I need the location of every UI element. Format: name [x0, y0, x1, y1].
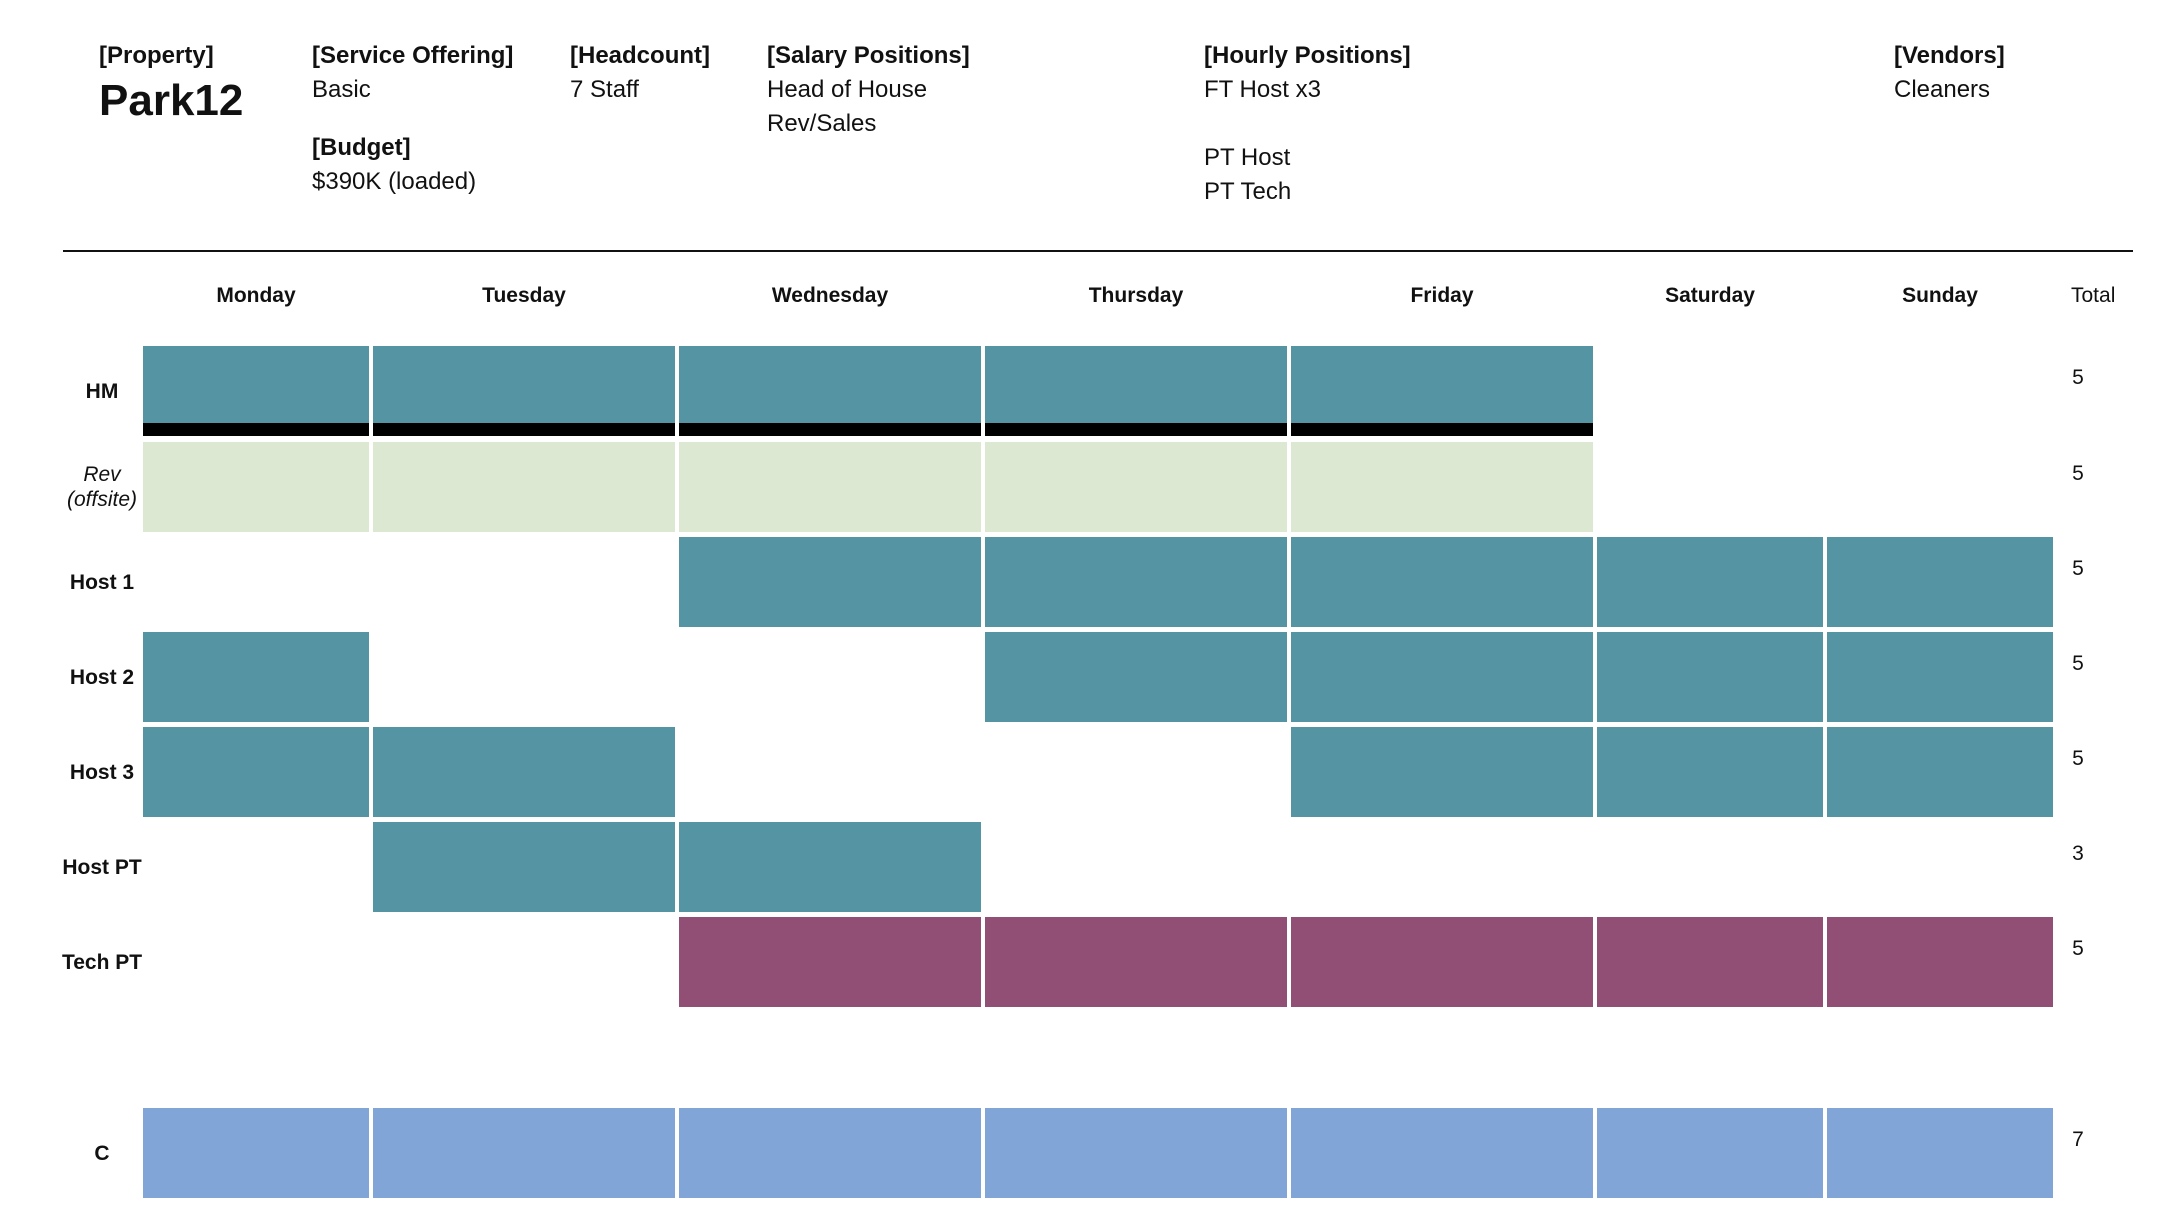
- shift-bar: [985, 423, 1287, 436]
- property-label: [Property]: [99, 42, 214, 69]
- shift-cell: [1291, 442, 1593, 532]
- hourly-positions-label: [Hourly Positions]: [1204, 42, 1411, 69]
- row-total: 5: [2072, 937, 2084, 960]
- shift-cell: [373, 1108, 675, 1198]
- shift-bar: [679, 423, 981, 436]
- row-label-text: Host PT: [62, 855, 142, 879]
- shift-cell: [143, 632, 369, 722]
- row-label-text: Host 2: [69, 665, 135, 689]
- shift-cell: [1827, 537, 2053, 627]
- shift-bar: [1291, 423, 1593, 436]
- row-label-text: Tech PT: [61, 950, 143, 974]
- shift-cell: [985, 917, 1287, 1007]
- shift-cell: [679, 1108, 981, 1198]
- budget-label: [Budget]: [312, 134, 411, 161]
- row-total: 5: [2072, 366, 2084, 389]
- row-total: 5: [2072, 462, 2084, 485]
- row-label: Host PT: [40, 822, 164, 912]
- day-header-tuesday: Tuesday: [482, 284, 566, 307]
- total-header: Total: [2071, 284, 2116, 307]
- shift-cell: [1291, 1108, 1593, 1198]
- vendor-item: Cleaners: [1894, 76, 1991, 103]
- shift-cell: [143, 442, 369, 532]
- shift-cell: [1597, 632, 1823, 722]
- shift-cell: [373, 442, 675, 532]
- shift-cell: [1827, 1108, 2053, 1198]
- shift-cell: [679, 346, 981, 436]
- row-label: Rev (offsite): [40, 442, 164, 532]
- shift-cell: [985, 537, 1287, 627]
- row-total: 3: [2072, 842, 2084, 865]
- row-label: Tech PT: [40, 917, 164, 1007]
- row-label: Host 2: [40, 632, 164, 722]
- row-total: 5: [2072, 652, 2084, 675]
- vendors-label: [Vendors]: [1894, 42, 2005, 69]
- salary-position-item: Rev/Sales: [767, 110, 877, 137]
- row-total: 7: [2072, 1128, 2084, 1151]
- day-header-sunday: Sunday: [1902, 284, 1978, 307]
- shift-cell: [679, 442, 981, 532]
- shift-cell: [679, 537, 981, 627]
- shift-cell: [1827, 917, 2053, 1007]
- row-label-text: Host 1: [69, 570, 135, 594]
- row-total: 5: [2072, 557, 2084, 580]
- shift-cell: [1827, 632, 2053, 722]
- shift-bar: [143, 423, 369, 436]
- shift-cell: [985, 632, 1287, 722]
- day-header-saturday: Saturday: [1665, 284, 1755, 307]
- headcount-label: [Headcount]: [570, 42, 710, 69]
- row-label-text: Host 3: [69, 760, 135, 784]
- property-name: Park12: [99, 76, 244, 125]
- shift-cell: [1291, 917, 1593, 1007]
- shift-cell: [1597, 727, 1823, 817]
- day-header-friday: Friday: [1410, 284, 1474, 307]
- shift-cell: [143, 346, 369, 436]
- shift-cell: [373, 346, 675, 436]
- shift-cell: [143, 1108, 369, 1198]
- shift-cell: [1291, 632, 1593, 722]
- hourly-position-item: FT Host x3: [1204, 76, 1321, 103]
- shift-cell: [1291, 537, 1593, 627]
- shift-cell: [985, 442, 1287, 532]
- day-header-monday: Monday: [216, 284, 296, 307]
- row-total: 5: [2072, 747, 2084, 770]
- shift-cell: [1597, 1108, 1823, 1198]
- row-label-text: Rev (offsite): [66, 463, 137, 511]
- day-header-wednesday: Wednesday: [771, 284, 889, 307]
- row-label: Host 1: [40, 537, 164, 627]
- shift-cell: [1597, 917, 1823, 1007]
- header-divider: [63, 250, 2133, 252]
- shift-cell: [1291, 727, 1593, 817]
- row-label: C: [40, 1108, 164, 1198]
- row-label-text: HM: [85, 379, 119, 403]
- shift-cell: [1827, 727, 2053, 817]
- shift-cell: [1597, 537, 1823, 627]
- shift-cell: [679, 822, 981, 912]
- day-header-thursday: Thursday: [1088, 284, 1184, 307]
- shift-cell: [985, 1108, 1287, 1198]
- budget-value: $390K (loaded): [312, 168, 477, 195]
- hourly-position-item: PT Tech: [1204, 178, 1292, 205]
- shift-cell: [679, 917, 981, 1007]
- shift-cell: [985, 346, 1287, 436]
- shift-bar: [373, 423, 675, 436]
- shift-cell: [373, 727, 675, 817]
- shift-cell: [373, 822, 675, 912]
- hourly-position-item: PT Host: [1204, 144, 1291, 171]
- row-label-text: C: [94, 1141, 110, 1165]
- service-offering-label: [Service Offering]: [312, 42, 514, 69]
- shift-cell: [143, 727, 369, 817]
- row-label: HM: [40, 346, 164, 436]
- salary-positions-label: [Salary Positions]: [767, 42, 970, 69]
- service-offering-value: Basic: [312, 76, 371, 103]
- headcount-value: 7 Staff: [570, 76, 639, 103]
- row-label: Host 3: [40, 727, 164, 817]
- shift-cell: [1291, 346, 1593, 436]
- salary-position-item: Head of House: [767, 76, 928, 103]
